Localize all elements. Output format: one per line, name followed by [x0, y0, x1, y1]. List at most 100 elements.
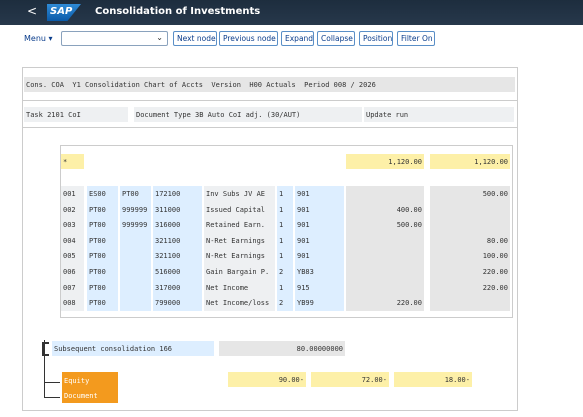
table-frame [60, 145, 513, 318]
table-cell: 2 [277, 295, 293, 311]
tree-node[interactable]: Subsequent consolidation 166 [52, 341, 214, 356]
toolbar-button[interactable]: Collapse [317, 31, 355, 46]
tree-node-value: 80.00000000 [219, 341, 345, 356]
table-cell [430, 201, 510, 218]
table-cell: Net Income/loss [204, 295, 275, 311]
table-cell: PT00 [87, 295, 118, 311]
table-cell: 220.00 [346, 295, 424, 311]
doc-type-field: Document Type 3B Auto CoI adj. (30/AUT) [134, 107, 362, 122]
table-cell: 901 [295, 217, 344, 233]
table-cell: 006 [61, 264, 84, 280]
header-field: Cons. COA Y1 Consolidation Chart of Acct… [24, 77, 515, 92]
table-cell: 220.00 [430, 279, 510, 296]
content-frame [22, 67, 518, 411]
table-cell [346, 186, 424, 202]
table-cell: 999999 [120, 217, 151, 233]
task-field: Task 2101 CoI [24, 107, 128, 122]
table-cell [430, 295, 510, 311]
table-cell: 008 [61, 295, 84, 311]
table-cell [346, 264, 424, 280]
table-cell: 901 [295, 186, 344, 202]
equity-label[interactable]: Equity [64, 377, 90, 385]
table-cell: PT00 [120, 186, 151, 202]
app-title: Consolidation of Investments [95, 6, 261, 17]
table-cell: 321100 [153, 248, 202, 264]
toolbar-button[interactable]: Filter On [397, 31, 435, 46]
table-cell: Issued Capital [204, 201, 275, 218]
divider [22, 100, 518, 128]
table-cell: 003 [61, 217, 84, 233]
table-cell: YB99 [295, 295, 344, 311]
menu[interactable]: Menu ▾ [24, 34, 53, 43]
tree-line [44, 382, 60, 383]
table-cell: ES00 [87, 186, 118, 202]
table-cell: 1 [277, 232, 293, 249]
equity-box [62, 372, 118, 403]
toolbar-button[interactable]: Next node [173, 31, 217, 46]
table-cell: YB83 [295, 264, 344, 280]
table-cell: 005 [61, 248, 84, 264]
table-cell: PT00 [87, 217, 118, 233]
table-cell: Gain Bargain P. [204, 264, 275, 280]
shell-bar [0, 0, 583, 25]
table-cell: 001 [61, 186, 84, 202]
table-cell: 007 [61, 279, 84, 296]
table-cell: 317000 [153, 279, 202, 296]
total-value: 1,120.00 [346, 154, 424, 169]
table-cell: 500.00 [346, 217, 424, 233]
table-cell: 901 [295, 232, 344, 249]
table-cell: Retained Earn. [204, 217, 275, 233]
tree-value: 18.00- [394, 372, 472, 387]
table-cell [346, 232, 424, 249]
table-cell: Net Income [204, 279, 275, 296]
dropdown[interactable]: ⌄ [61, 31, 168, 46]
table-cell: 915 [295, 279, 344, 296]
table-cell: 321100 [153, 232, 202, 249]
tree-line [44, 340, 45, 398]
table-cell [430, 217, 510, 233]
table-cell: PT00 [87, 248, 118, 264]
table-cell: 1 [277, 279, 293, 296]
table-cell: 1 [277, 248, 293, 264]
table-cell: PT00 [87, 279, 118, 296]
table-cell: 1 [277, 201, 293, 218]
tree-value: 90.00- [228, 372, 306, 387]
total-value: 1,120.00 [430, 154, 510, 169]
table-cell [346, 279, 424, 296]
table-cell: 901 [295, 248, 344, 264]
toolbar-button[interactable]: Position [359, 31, 393, 46]
table-cell: 2 [277, 264, 293, 280]
table-cell: 500.00 [430, 186, 510, 202]
table-cell [120, 279, 151, 296]
tree-value: 72.00- [311, 372, 389, 387]
total-key: * [61, 154, 84, 169]
table-cell: 311000 [153, 201, 202, 218]
table-cell: 172100 [153, 186, 202, 202]
table-cell: 901 [295, 201, 344, 218]
tree-line [44, 397, 60, 398]
table-cell: 316000 [153, 217, 202, 233]
table-cell: Inv Subs JV AE [204, 186, 275, 202]
table-cell: 1 [277, 217, 293, 233]
table-cell: 80.00 [430, 232, 510, 249]
back-button[interactable]: < [27, 4, 38, 18]
table-cell [120, 264, 151, 280]
toolbar-button[interactable]: Expand [281, 31, 314, 46]
table-cell: 100.00 [430, 248, 510, 264]
update-field: Update run [364, 107, 514, 122]
tree-expander[interactable] [42, 342, 49, 356]
table-cell [120, 248, 151, 264]
table-cell: 516000 [153, 264, 202, 280]
table-cell: 400.00 [346, 201, 424, 218]
table-cell: 999999 [120, 201, 151, 218]
toolbar-button[interactable]: Previous node [219, 31, 278, 46]
table-cell: PT00 [87, 201, 118, 218]
table-cell: N-Ret Earnings [204, 232, 275, 249]
document-label[interactable]: Document [64, 392, 98, 400]
table-cell: N-Ret Earnings [204, 248, 275, 264]
table-cell: 220.00 [430, 264, 510, 280]
table-cell [346, 248, 424, 264]
table-cell [120, 232, 151, 249]
table-cell: PT00 [87, 264, 118, 280]
